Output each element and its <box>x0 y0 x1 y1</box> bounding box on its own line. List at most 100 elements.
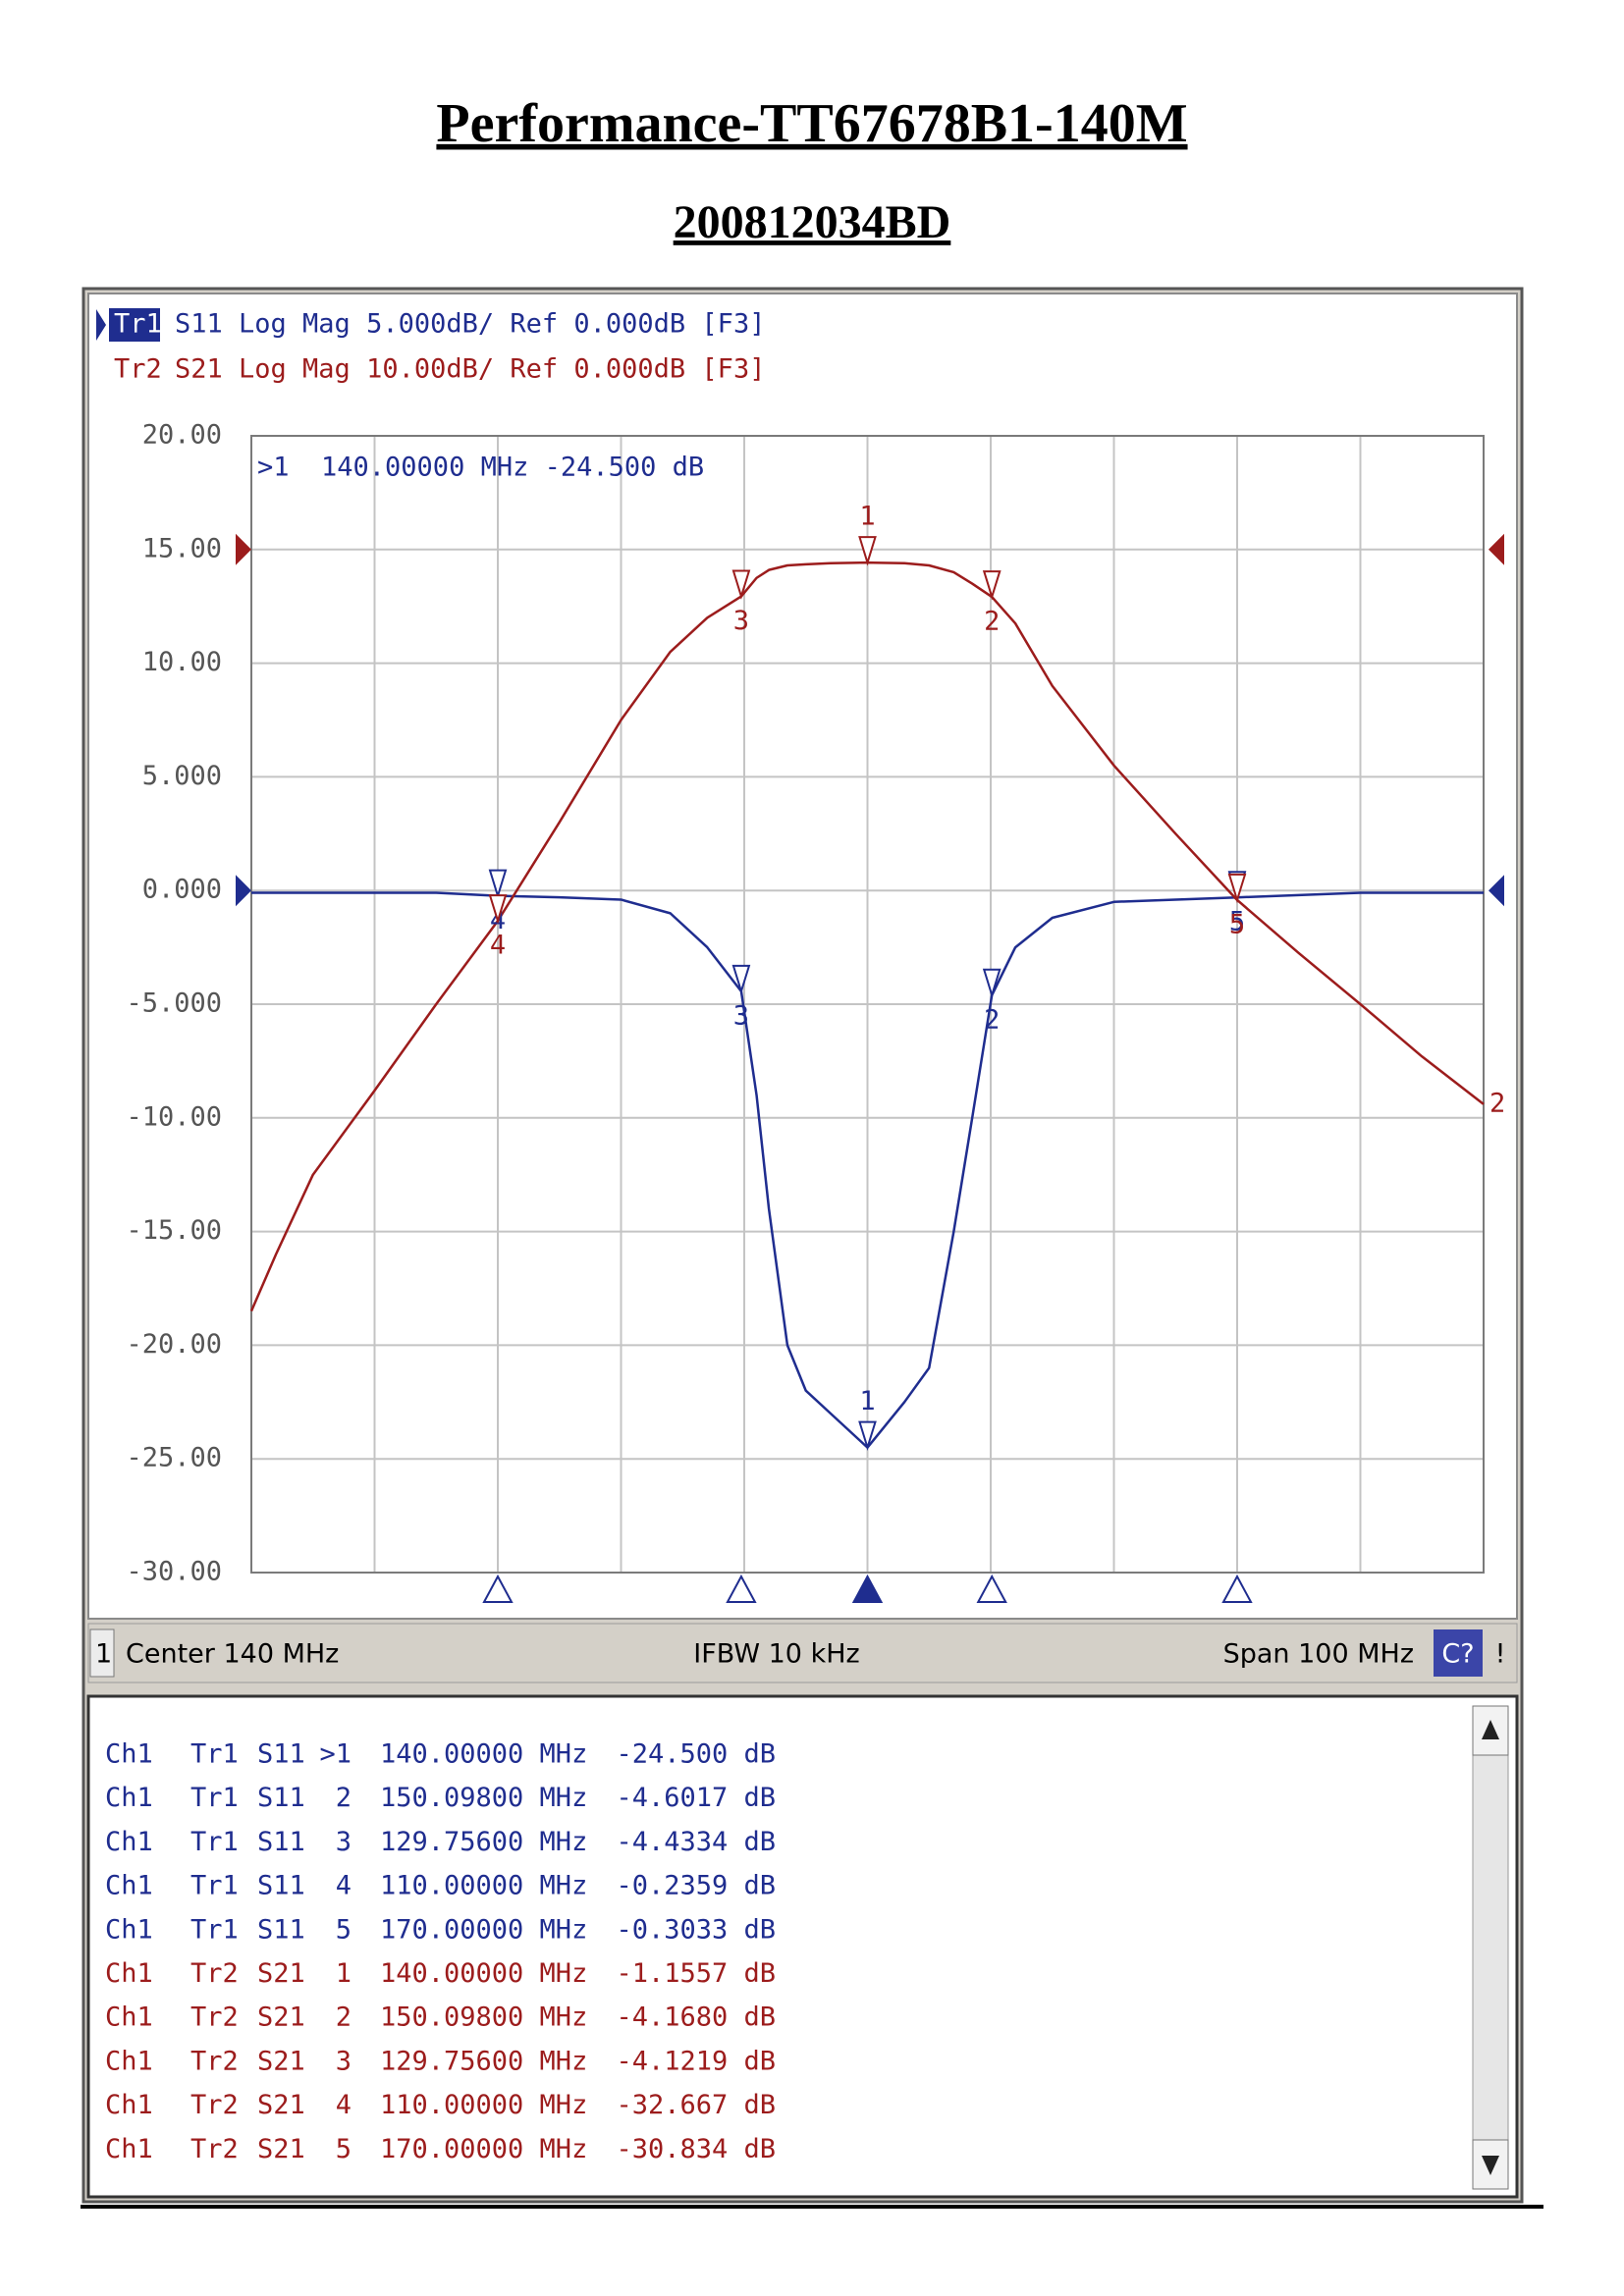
marker-table-panel <box>86 1694 1519 2199</box>
marker-position <box>851 1574 884 1603</box>
status-channel: 1 <box>95 1639 112 1670</box>
marker-table-cell: -4.1219 dB <box>616 2046 776 2076</box>
y-tick-label: 15.00 <box>142 533 222 563</box>
marker-table-cell: Tr2 <box>190 2134 239 2164</box>
y-tick-label: -10.00 <box>126 1101 222 1132</box>
marker-table-cell: -0.3033 dB <box>616 1914 776 1945</box>
ref-marker-right <box>1489 875 1504 907</box>
active-trace-highlight <box>109 308 160 342</box>
marker-table-cell: Ch1 <box>105 1783 153 1813</box>
status-bar <box>87 1623 1518 1683</box>
marker-table-cell: Ch1 <box>105 1739 153 1770</box>
page-subtitle: 200812034BD <box>674 196 951 248</box>
marker-table-cell: Ch1 <box>105 2134 153 2164</box>
marker-table-cell: S11 <box>257 1739 305 1770</box>
marker-table-cell: -0.2359 dB <box>616 1871 776 1901</box>
trace-marker <box>982 968 1001 999</box>
marker-table-cell: Ch1 <box>105 2046 153 2076</box>
y-tick-label: -25.00 <box>126 1443 222 1473</box>
y-tick-label: 0.000 <box>142 875 222 905</box>
status-indicator: C? <box>1441 1639 1474 1670</box>
marker-table-cell: Tr2 <box>190 2090 239 2120</box>
marker-table-cell: S21 <box>257 2134 305 2164</box>
channel-box <box>89 1629 115 1678</box>
marker-table-cell: Ch1 <box>105 1914 153 1945</box>
y-tick-label: 20.00 <box>142 420 222 451</box>
trace-marker <box>1227 873 1247 904</box>
marker-table-cell: S11 <box>257 1914 305 1945</box>
trace-marker-label: 3 <box>733 606 749 636</box>
marker-table-cell: 129.75600 MHz <box>380 1827 587 1857</box>
marker-table-cell: -1.1557 dB <box>616 1958 776 1989</box>
ref-marker-left <box>236 875 251 907</box>
ref-marker-left <box>236 533 251 565</box>
marker-table-cell: S21 <box>257 2002 305 2033</box>
marker-table-cell: 140.00000 MHz <box>380 1739 587 1770</box>
trace-header: S11 Log Mag 5.000dB/ Ref 0.000dB [F3] <box>175 309 765 340</box>
trace-marker <box>488 869 508 900</box>
trace-marker-label: 5 <box>1229 909 1245 939</box>
marker-table-cell: Tr1 <box>190 1914 239 1945</box>
trace-marker <box>731 569 751 600</box>
marker-table-cell: -24.500 dB <box>616 1739 776 1770</box>
marker-table-cell: 110.00000 MHz <box>380 1871 587 1901</box>
marker-table-cell: 140.00000 MHz <box>380 1958 587 1989</box>
trace-marker <box>858 536 877 566</box>
trace-marker <box>982 570 1001 601</box>
marker-table-cell: Tr2 <box>190 1958 239 1989</box>
y-tick-label: -20.00 <box>126 1329 222 1360</box>
trace-marker-label: 1 <box>859 502 875 532</box>
trace-marker-label: 2 <box>984 607 1000 637</box>
marker-table-cell: Ch1 <box>105 1958 153 1989</box>
marker-table-cell: Tr2 <box>190 2046 239 2076</box>
trace-marker-label: 1 <box>859 1386 875 1416</box>
page-title: Performance-TT67678B1-140M <box>436 93 1187 154</box>
marker-table-cell: 5 <box>336 2134 352 2164</box>
marker-table-cell: 4 <box>336 2090 352 2120</box>
marker-table-cell: -4.6017 dB <box>616 1783 776 1813</box>
marker-table-cell: Tr1 <box>190 1827 239 1857</box>
marker-table-cell: Ch1 <box>105 1871 153 1901</box>
scrollbar[interactable] <box>1472 1705 1509 2190</box>
trace-end-label: 2 <box>1489 1088 1505 1118</box>
trace-marker-label: 4 <box>490 931 506 961</box>
marker-table-cell: S11 <box>257 1871 305 1901</box>
marker-table-cell: -4.4334 dB <box>616 1827 776 1857</box>
status-ifbw: IFBW 10 kHz <box>693 1639 859 1670</box>
marker-table-cell: S21 <box>257 2090 305 2120</box>
status-flag: ! <box>1495 1639 1506 1670</box>
marker-table-cell: -32.667 dB <box>616 2090 776 2120</box>
marker-table-cell: 150.09800 MHz <box>380 1783 587 1813</box>
marker-table-cell: Tr1 <box>190 1871 239 1901</box>
marker-readout: >1 140.00000 MHz -24.500 dB <box>257 453 704 483</box>
y-tick-label: 5.000 <box>142 761 222 791</box>
plot-frame <box>250 435 1485 1574</box>
status-span: Span 100 MHz <box>1223 1639 1414 1670</box>
trace-marker <box>488 894 508 925</box>
y-tick-label: -15.00 <box>126 1215 222 1246</box>
marker-table-cell: Tr2 <box>190 2002 239 2033</box>
marker-table-cell: 2 <box>336 1783 352 1813</box>
y-tick-label: -30.00 <box>126 1557 222 1587</box>
marker-table-cell: 1 <box>336 1958 352 1989</box>
marker-table-cell: -4.1680 dB <box>616 2002 776 2033</box>
marker-table-cell: 170.00000 MHz <box>380 2134 587 2164</box>
y-tick-label: -5.000 <box>126 988 222 1019</box>
ref-marker-right <box>1489 533 1504 565</box>
marker-position <box>482 1574 514 1603</box>
marker-table-cell: >1 <box>319 1739 352 1770</box>
scroll-down-arrow <box>1482 2156 1499 2175</box>
marker-table-cell: 2 <box>336 2002 352 2033</box>
marker-table-cell: S21 <box>257 2046 305 2076</box>
trace-marker <box>731 964 751 995</box>
trace-header: S21 Log Mag 10.00dB/ Ref 0.000dB [F3] <box>175 354 765 385</box>
marker-table-cell: Tr1 <box>190 1739 239 1770</box>
marker-table-cell: S11 <box>257 1783 305 1813</box>
marker-table-cell: 170.00000 MHz <box>380 1914 587 1945</box>
marker-table-cell: 4 <box>336 1871 352 1901</box>
marker-table-cell: Ch1 <box>105 2002 153 2033</box>
marker-table-cell: 110.00000 MHz <box>380 2090 587 2120</box>
marker-position <box>1221 1574 1253 1603</box>
marker-table-cell: Ch1 <box>105 1827 153 1857</box>
marker-position <box>976 1574 1007 1603</box>
